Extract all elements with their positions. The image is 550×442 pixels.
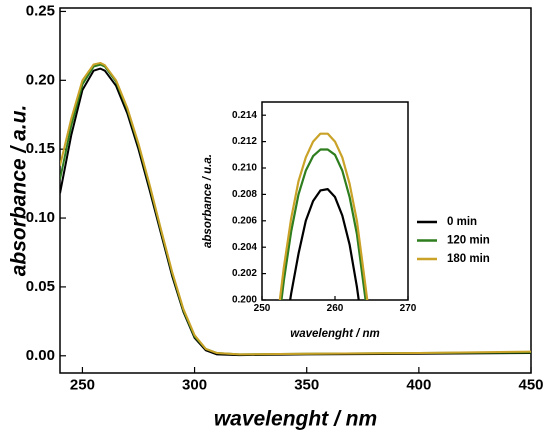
- x-axis-label: wavelenght / nm: [290, 328, 379, 340]
- y-tick-label: 0.210: [232, 163, 257, 174]
- y-tick-label: 0.25: [26, 2, 55, 19]
- x-tick-label: 270: [400, 303, 417, 314]
- x-tick-label: 250: [70, 377, 95, 394]
- series-line: [289, 188, 360, 300]
- x-tick-label: 250: [254, 303, 271, 314]
- legend-label: 0 min: [447, 216, 477, 228]
- y-tick-label: 0.00: [26, 347, 55, 364]
- y-tick-label: 0.206: [232, 215, 257, 226]
- y-axis-label: absorbance / u.a.: [202, 154, 214, 248]
- y-tick-label: 0.200: [232, 295, 257, 306]
- series-line: [60, 61, 531, 356]
- y-tick-label: 0.204: [232, 242, 257, 253]
- y-tick-label: 0.10: [26, 209, 55, 226]
- legend-label: 120 min: [447, 235, 490, 247]
- y-tick-label: 0.15: [26, 140, 55, 157]
- y-tick-label: 0.20: [26, 71, 55, 88]
- x-tick-label: 400: [406, 377, 431, 394]
- y-tick-label: 0.212: [232, 136, 257, 147]
- y-tick-label: 0.05: [26, 278, 55, 295]
- x-tick-label: 300: [182, 377, 207, 394]
- y-tick-label: 0.202: [232, 268, 257, 279]
- x-axis-label: wavelenght / nm: [214, 408, 377, 431]
- y-tick-label: 0.214: [232, 110, 257, 121]
- plot-frame: [59, 7, 532, 374]
- y-axis-label: absorbance / a.u.: [8, 105, 31, 277]
- x-tick-label: 450: [518, 377, 543, 394]
- x-tick-label: 350: [294, 377, 319, 394]
- legend-label: 180 min: [447, 253, 490, 265]
- series-line: [280, 148, 367, 300]
- x-tick-label: 260: [327, 303, 344, 314]
- y-tick-label: 0.208: [232, 189, 257, 200]
- series-line: [278, 132, 369, 300]
